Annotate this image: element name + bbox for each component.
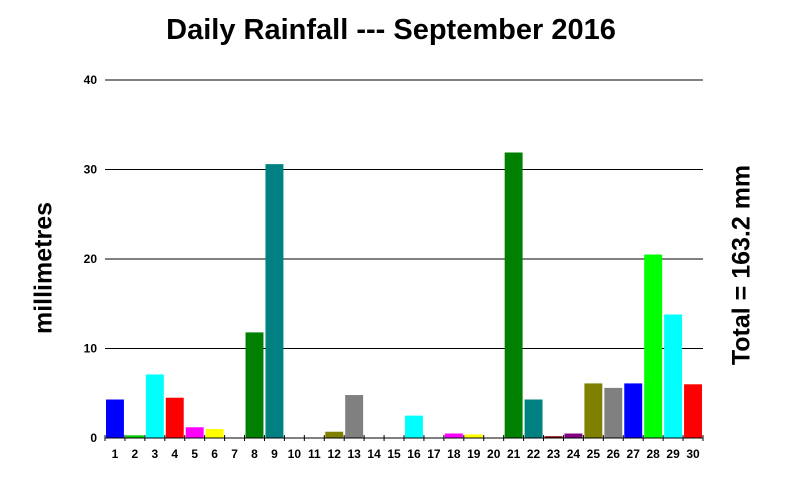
x-tick-label: 30 [686, 447, 700, 461]
bar-day-12 [325, 431, 344, 438]
bar-day-5 [185, 427, 204, 438]
x-tick-label: 5 [191, 447, 198, 461]
bar-day-1 [106, 399, 124, 438]
bar-day-25 [584, 383, 603, 438]
x-tick-label: 6 [211, 447, 218, 461]
x-tick-label: 13 [347, 447, 361, 461]
bar-day-8 [245, 332, 264, 438]
x-tick-label: 23 [547, 447, 561, 461]
x-tick-label: 12 [328, 447, 342, 461]
x-tick-label: 1 [112, 447, 119, 461]
x-tick-label: 22 [527, 447, 541, 461]
bar-day-16 [405, 415, 423, 438]
bar-day-4 [165, 397, 184, 438]
bar-day-29 [664, 314, 683, 438]
y-tick-label: 30 [84, 163, 98, 177]
grid-lines [105, 79, 703, 349]
y-tick-label: 10 [84, 342, 98, 356]
bar-day-27 [624, 383, 643, 438]
chart-title: Daily Rainfall --- September 2016 [166, 14, 616, 46]
bar-day-24 [564, 433, 583, 438]
bar-day-22 [524, 399, 543, 438]
bar-day-13 [345, 395, 364, 438]
bar-day-21 [504, 152, 523, 438]
bar-day-23 [544, 436, 563, 438]
x-tick-label: 7 [231, 447, 238, 461]
bar-day-3 [145, 374, 164, 438]
axes [104, 435, 704, 441]
bar-day-19 [464, 434, 483, 438]
x-tick-label: 25 [587, 447, 601, 461]
bars [106, 152, 702, 438]
x-tick-label: 14 [367, 447, 381, 461]
bar-day-18 [444, 433, 463, 438]
x-tick-label: 16 [407, 447, 421, 461]
x-tick-label: 2 [132, 447, 139, 461]
x-tick-label: 26 [607, 447, 621, 461]
x-tick-label: 11 [308, 447, 321, 461]
x-tick-label: 24 [567, 447, 581, 461]
x-tick-label: 29 [666, 447, 680, 461]
y-tick-label: 20 [84, 252, 98, 266]
x-tick-label: 9 [271, 447, 278, 461]
x-tick-label: 4 [171, 447, 178, 461]
x-tick-label: 8 [251, 447, 258, 461]
x-tick-label: 3 [151, 447, 158, 461]
x-tick-label: 18 [447, 447, 461, 461]
x-tick-label: 27 [627, 447, 641, 461]
bar-day-26 [604, 387, 623, 438]
bar-day-30 [684, 384, 702, 438]
bar-day-9 [265, 164, 284, 438]
x-tick-label: 19 [467, 447, 481, 461]
bar-day-2 [125, 435, 144, 438]
x-tick-label: 10 [288, 447, 302, 461]
bar-day-6 [205, 429, 224, 438]
x-tick-label: 28 [646, 447, 660, 461]
x-tick-label: 20 [487, 447, 501, 461]
y-tick-label: 0 [90, 431, 97, 445]
x-tick-label: 21 [507, 447, 521, 461]
bar-day-28 [644, 254, 663, 438]
y-tick-label: 40 [84, 73, 98, 87]
x-tick-label: 17 [427, 447, 441, 461]
x-tick-label: 15 [387, 447, 401, 461]
